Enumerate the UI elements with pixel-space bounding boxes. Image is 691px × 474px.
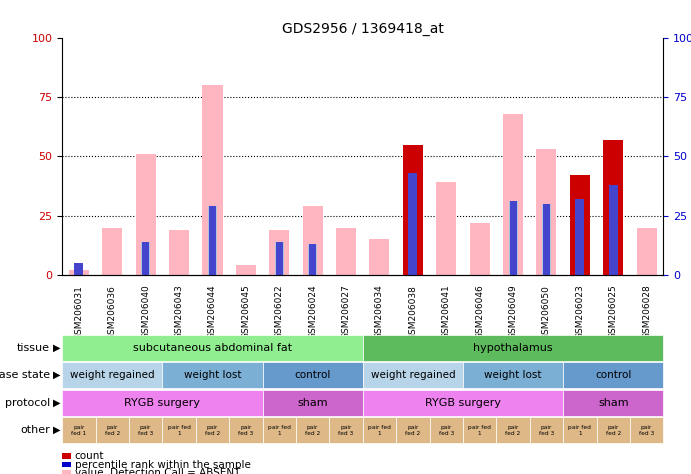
Bar: [403, 145, 423, 275]
Bar: [543, 204, 550, 275]
Text: weight lost: weight lost: [184, 370, 241, 380]
Text: weight lost: weight lost: [484, 370, 542, 380]
Text: pair
fed 3: pair fed 3: [238, 425, 254, 436]
Text: count: count: [75, 451, 104, 461]
Bar: [75, 263, 84, 275]
Bar: [309, 244, 316, 275]
Bar: [509, 201, 518, 275]
Bar: [542, 204, 551, 275]
Text: ▶: ▶: [53, 370, 60, 380]
Bar: [102, 228, 122, 275]
Text: pair
fed 1: pair fed 1: [71, 425, 86, 436]
Bar: [603, 147, 623, 275]
Text: control: control: [595, 370, 632, 380]
Text: weight regained: weight regained: [70, 370, 155, 380]
Bar: [236, 265, 256, 275]
Text: ▶: ▶: [53, 343, 60, 353]
Bar: [142, 242, 149, 275]
Text: disease state: disease state: [0, 370, 50, 380]
Text: pair
fed 2: pair fed 2: [505, 425, 521, 436]
Bar: [570, 175, 590, 275]
Text: ▶: ▶: [53, 398, 60, 408]
Text: pair
fed 2: pair fed 2: [104, 425, 120, 436]
Text: ▶: ▶: [53, 425, 60, 435]
Text: RYGB surgery: RYGB surgery: [425, 398, 501, 408]
Bar: [603, 140, 623, 275]
Bar: [509, 201, 517, 275]
Text: RYGB surgery: RYGB surgery: [124, 398, 200, 408]
Text: sham: sham: [297, 398, 328, 408]
Bar: [436, 182, 456, 275]
Text: pair
fed 3: pair fed 3: [439, 425, 454, 436]
Bar: [202, 85, 223, 275]
Text: pair
fed 3: pair fed 3: [339, 425, 354, 436]
Text: tissue: tissue: [17, 343, 50, 353]
Text: percentile rank within the sample: percentile rank within the sample: [75, 459, 251, 470]
Bar: [576, 199, 585, 275]
Title: GDS2956 / 1369418_at: GDS2956 / 1369418_at: [282, 21, 444, 36]
Text: sham: sham: [598, 398, 629, 408]
Text: pair
fed 2: pair fed 2: [205, 425, 220, 436]
Bar: [135, 154, 155, 275]
Text: pair
fed 3: pair fed 3: [539, 425, 554, 436]
Bar: [609, 185, 618, 275]
Bar: [503, 114, 523, 275]
Bar: [308, 244, 317, 275]
Text: pair
fed 2: pair fed 2: [605, 425, 621, 436]
Bar: [403, 145, 423, 275]
Bar: [470, 223, 490, 275]
Bar: [336, 228, 356, 275]
Bar: [536, 149, 556, 275]
Bar: [275, 242, 284, 275]
Text: pair
fed 2: pair fed 2: [405, 425, 421, 436]
Text: pair
fed 2: pair fed 2: [305, 425, 321, 436]
Bar: [209, 206, 216, 275]
Text: pair fed
1: pair fed 1: [368, 425, 391, 436]
Text: pair fed
1: pair fed 1: [569, 425, 591, 436]
Bar: [303, 206, 323, 275]
Bar: [276, 242, 283, 275]
Bar: [408, 173, 417, 275]
Text: pair fed
1: pair fed 1: [268, 425, 291, 436]
Text: pair
fed 3: pair fed 3: [138, 425, 153, 436]
Text: pair fed
1: pair fed 1: [468, 425, 491, 436]
Text: pair
fed 3: pair fed 3: [639, 425, 654, 436]
Text: other: other: [20, 425, 50, 435]
Bar: [636, 228, 656, 275]
Text: subcutaneous abdominal fat: subcutaneous abdominal fat: [133, 343, 292, 353]
Bar: [269, 230, 290, 275]
Text: value, Detection Call = ABSENT: value, Detection Call = ABSENT: [75, 468, 240, 474]
Text: weight regained: weight regained: [370, 370, 455, 380]
Bar: [169, 230, 189, 275]
Text: pair fed
1: pair fed 1: [168, 425, 191, 436]
Bar: [208, 206, 217, 275]
Text: protocol: protocol: [5, 398, 50, 408]
Text: hypothalamus: hypothalamus: [473, 343, 553, 353]
Bar: [69, 270, 89, 275]
Bar: [570, 263, 590, 275]
Bar: [141, 242, 150, 275]
Bar: [370, 239, 390, 275]
Text: control: control: [294, 370, 331, 380]
